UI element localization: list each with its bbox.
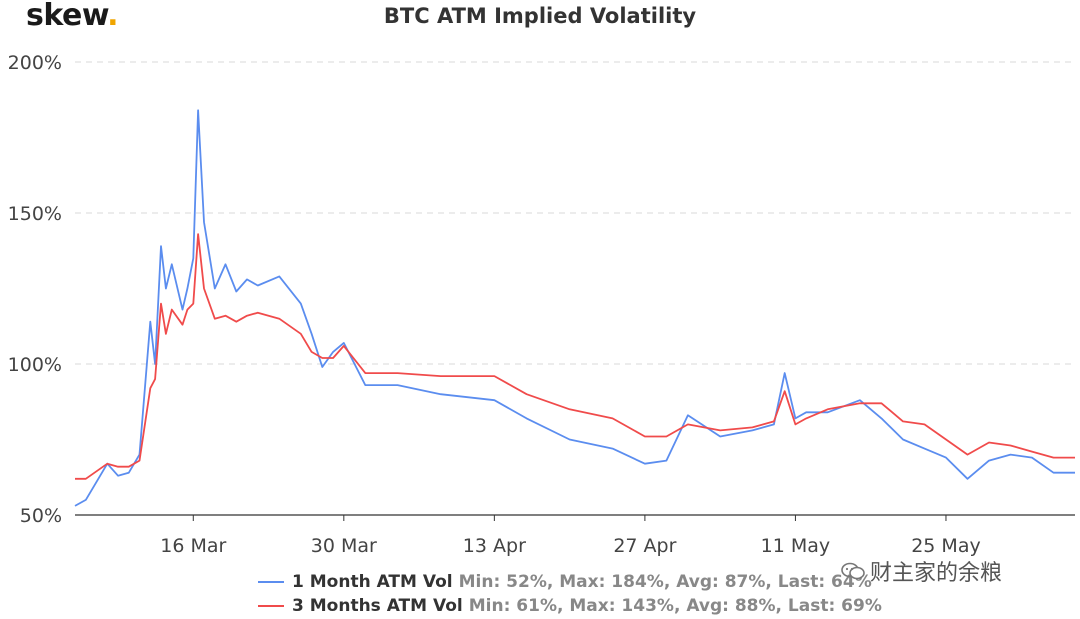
- x-tick-label: 11 May: [761, 535, 831, 557]
- y-tick-label: 200%: [8, 52, 62, 74]
- legend-item-3-months[interactable]: 3 Months ATM Vol Min: 61%, Max: 143%, Av…: [258, 594, 882, 618]
- watermark-text: 财主家的余粮: [870, 561, 1003, 586]
- legend-item-1-month[interactable]: 1 Month ATM Vol Min: 52%, Max: 184%, Avg…: [258, 570, 882, 594]
- legend-swatch-1-month: [258, 581, 284, 583]
- series-lines: [74, 109, 1075, 507]
- wechat-icon: [841, 562, 865, 580]
- x-tick-label: 30 Mar: [311, 535, 377, 557]
- x-tick-label: 27 Apr: [613, 535, 676, 557]
- legend-series-stats: Min: 52%, Max: 184%, Avg: 87%, Last: 64%: [458, 572, 872, 592]
- legend-swatch-3-months: [258, 605, 284, 607]
- legend-series-stats: Min: 61%, Max: 143%, Avg: 88%, Last: 69%: [468, 596, 882, 616]
- y-axis-ticks: 50% 100% 150% 200%: [8, 52, 62, 527]
- logo-wordmark: skew: [26, 0, 108, 33]
- x-tick-label: 13 Apr: [463, 535, 526, 557]
- logo-dot: .: [107, 0, 119, 33]
- legend-series-name: 3 Months ATM Vol: [292, 596, 463, 616]
- grid-lines: [75, 61, 1075, 365]
- y-tick-label: 50%: [20, 505, 62, 527]
- x-axis-ticks: 16 Mar 30 Mar 13 Apr 27 Apr 11 May 25 May: [160, 515, 981, 557]
- watermark: 财主家的余粮: [840, 555, 1002, 587]
- skew-logo: skew.: [26, 0, 119, 33]
- series-line-1-month: [74, 109, 1075, 507]
- x-tick-label: 16 Mar: [160, 535, 226, 557]
- x-tick-label: 25 May: [911, 535, 981, 557]
- legend-series-name: 1 Month ATM Vol: [292, 572, 453, 592]
- series-line-3-months: [75, 233, 1075, 480]
- y-tick-label: 150%: [8, 203, 62, 225]
- chart-title: BTC ATM Implied Volatility: [383, 4, 697, 28]
- y-tick-label: 100%: [8, 354, 62, 376]
- legend: 1 Month ATM Vol Min: 52%, Max: 184%, Avg…: [258, 570, 882, 618]
- volatility-chart: 50% 100% 150% 200% 16 Mar 30 Mar 13 Apr 27 Apr…: [8, 52, 1075, 557]
